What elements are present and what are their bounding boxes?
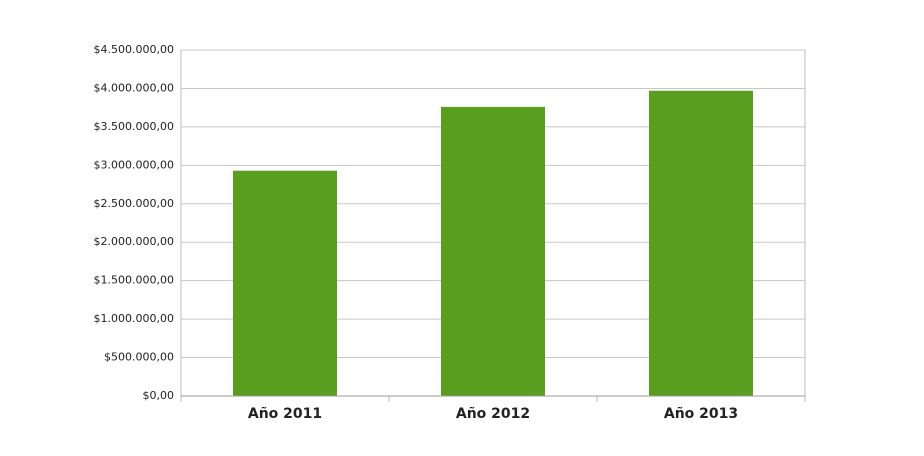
y-tick-label: $3.500.000,00 — [94, 120, 174, 133]
y-tick-label: $4.500.000,00 — [94, 43, 174, 56]
bar — [233, 170, 337, 396]
x-tick-label: Año 2011 — [248, 406, 322, 422]
y-tick-label: $4.000.000,00 — [94, 81, 174, 94]
y-tick-label: $2.500.000,00 — [94, 197, 174, 210]
y-tick-label: $1.000.000,00 — [94, 312, 174, 325]
bar — [649, 90, 753, 397]
y-tick-label: $0,00 — [143, 389, 175, 402]
y-tick-label: $3.000.000,00 — [94, 158, 174, 171]
x-tick-label: Año 2013 — [664, 406, 738, 422]
y-tick-label: $2.000.000,00 — [94, 235, 174, 248]
bar — [441, 106, 545, 397]
x-tick-label: Año 2012 — [456, 406, 530, 422]
y-tick-label: $500.000,00 — [104, 351, 174, 364]
y-tick-label: $1.500.000,00 — [94, 274, 174, 287]
